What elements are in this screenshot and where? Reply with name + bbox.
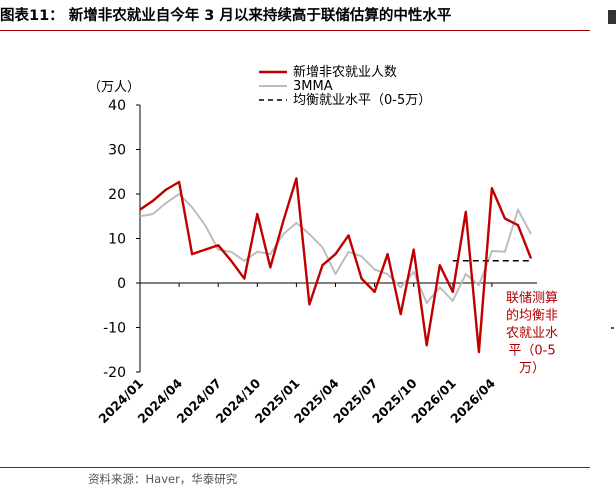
annotation-line: 万） — [519, 361, 545, 376]
annotation-line: 的均衡非 — [506, 308, 558, 324]
y-tick-label: 10 — [108, 232, 126, 248]
source-note: 资料来源：Haver，华泰研究 — [88, 472, 238, 486]
y-tick-label: -20 — [103, 365, 126, 381]
y-axis-unit: （万人） — [88, 80, 140, 95]
annotation-line: 平（0-5 — [508, 344, 555, 359]
legend-label: 新增非农就业人数 — [293, 64, 397, 80]
series-line-3mma — [139, 193, 532, 304]
y-axis-ticks: 40 30 20 10 0 -10 -20 — [103, 98, 140, 381]
title-divider — [0, 30, 590, 31]
y-tick-label: 20 — [108, 187, 126, 203]
x-axis-ticks: 2024/012024/042024/072024/102025/012025/… — [95, 283, 498, 426]
y-tick-label: 40 — [108, 98, 126, 114]
footer-divider — [0, 467, 590, 468]
adjacent-panel-edge — [608, 10, 616, 24]
y-tick-label: 0 — [117, 276, 126, 292]
annotation-line: 农就业水 — [506, 326, 558, 341]
legend-label: 均衡就业水平（0-5万） — [293, 93, 431, 108]
adjacent-panel-mark — [611, 327, 614, 329]
annotation-line: 联储测算 — [506, 291, 558, 306]
y-tick-label: -10 — [103, 321, 126, 337]
chart-title: 图表11： 新增非农就业自今年 3 月以来持续高于联储估算的中性水平 — [0, 8, 452, 24]
payrolls-chart: 40 30 20 10 0 -10 -20 2024/012024/042024/07202… — [88, 64, 558, 426]
series-line-payrolls — [139, 177, 533, 354]
series-layer — [139, 177, 533, 354]
y-tick-label: 30 — [108, 143, 126, 159]
legend-label: 3MMA — [293, 79, 333, 94]
